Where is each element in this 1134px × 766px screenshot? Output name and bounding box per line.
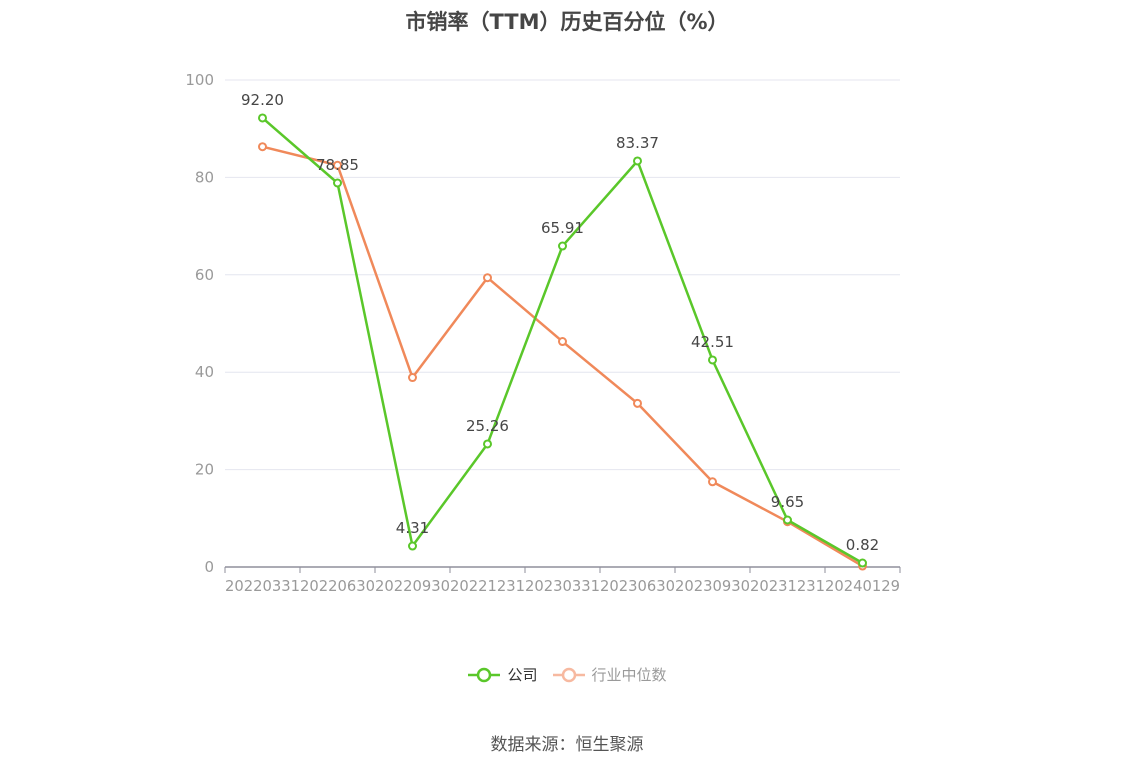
data-point [483, 273, 492, 283]
data-label: 92.20 [241, 91, 284, 109]
axes: 0 20 40 60 80 100 20220331 20220630 20220930 2022… [185, 71, 901, 595]
x-tick-label: 20231231 [750, 577, 825, 595]
y-tick-label: 0 [204, 558, 214, 576]
legend-label: 行业中位数 [591, 666, 667, 684]
data-label: 83.37 [616, 134, 659, 152]
source-note: 数据来源：恒生聚源 [490, 735, 644, 755]
data-label: 4.31 [396, 519, 429, 537]
legend-marker-icon [468, 667, 501, 682]
y-tick-label: 40 [195, 363, 214, 381]
x-tick-label: 20220331 [225, 577, 300, 595]
data-point [408, 373, 417, 383]
data-point [708, 477, 717, 487]
x-tick-label: 20220930 [375, 577, 450, 595]
y-tick-label: 20 [195, 461, 214, 479]
x-tick-label: 20230331 [525, 577, 600, 595]
data-label: 0.82 [846, 536, 879, 554]
data-label: 42.51 [691, 333, 734, 351]
data-labels: 92.20 78.85 4.31 25.26 65.91 83.37 42.51 9.65 0.… [241, 91, 879, 554]
data-point [408, 541, 417, 551]
y-tick-label: 100 [185, 71, 214, 89]
data-point [633, 398, 642, 408]
data-point [258, 142, 267, 152]
x-tick-label: 20221231 [450, 577, 525, 595]
legend-marker-circle [561, 667, 576, 682]
y-tick-label: 80 [195, 168, 214, 186]
legend-item[interactable]: 公司 [467, 664, 538, 685]
legend-marker-icon [552, 667, 585, 682]
x-tick-label: 20240129 [825, 577, 900, 595]
data-point [258, 113, 267, 123]
chart-title: 市销率（TTM）历史百分位（%） [405, 10, 729, 34]
x-tick-label: 20230930 [675, 577, 750, 595]
data-point [708, 355, 717, 365]
data-point [783, 515, 792, 525]
data-label: 25.26 [466, 417, 509, 435]
data-point [858, 558, 867, 568]
data-label: 9.65 [771, 493, 804, 511]
data-point [333, 160, 342, 170]
data-label: 65.91 [541, 219, 584, 237]
x-tick-label: 20230630 [600, 577, 675, 595]
legend-label: 公司 [507, 666, 538, 684]
data-label: 78.85 [316, 156, 359, 174]
data-point [333, 178, 342, 188]
legend-item[interactable]: 行业中位数 [552, 664, 667, 685]
data-point [483, 439, 492, 449]
series [258, 113, 867, 571]
data-point [558, 241, 567, 251]
data-point [633, 156, 642, 166]
legend-marker-circle [477, 667, 492, 682]
chart-canvas: 0 20 40 60 80 100 20220331 20220630 20220930 2022… [185, 71, 901, 595]
x-tick-label: 20220630 [300, 577, 375, 595]
data-point [558, 337, 567, 347]
y-tick-label: 60 [195, 266, 214, 284]
legend: 公司 行业中位数 [0, 664, 1134, 685]
gridlines [225, 79, 900, 471]
